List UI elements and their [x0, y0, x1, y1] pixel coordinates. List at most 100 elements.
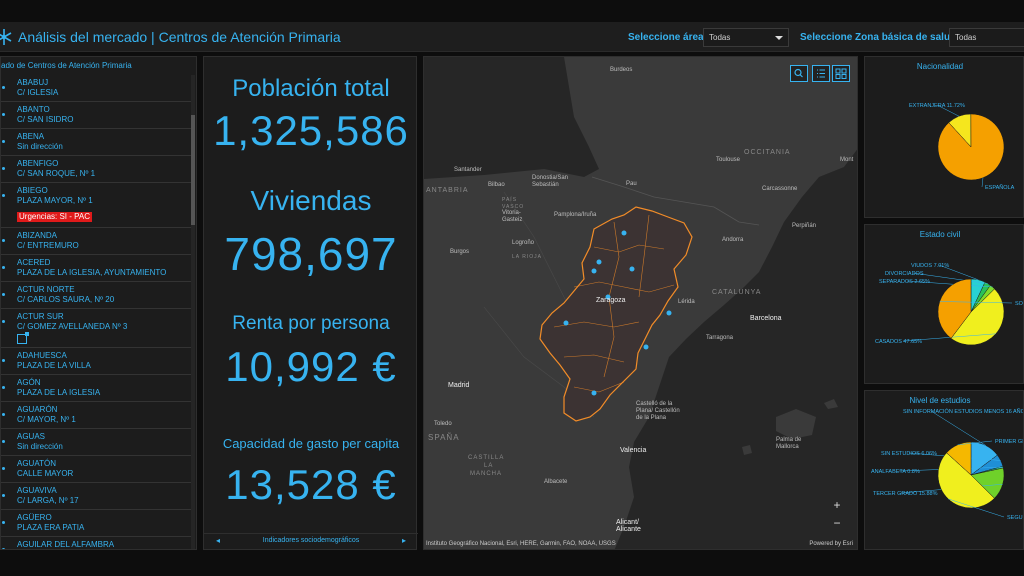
map-label-castellon: Castelló de la Plana/ Castellón de la Pl… — [636, 401, 680, 421]
centro-name: AGUARÓN — [17, 405, 58, 414]
bullet-icon — [2, 293, 5, 296]
map-label-carcassonne: Carcassonne — [762, 186, 798, 192]
header-bar: Análisis del mercado | Centros de Atenci… — [0, 22, 1024, 52]
list-item[interactable]: AGUATÓN CALLE MAYOR — [1, 456, 192, 483]
area-select-value: Todas — [709, 33, 731, 42]
centro-name: ABIEGO — [17, 186, 48, 195]
list-item[interactable]: AGÜERO PLAZA ERA PATIA — [1, 510, 192, 537]
next-page-icon[interactable]: ▸ — [401, 536, 406, 545]
map-label-lleida: Lérida — [678, 299, 695, 305]
list-item[interactable]: ABENA Sin dirección — [1, 129, 192, 156]
list-item[interactable]: ABIZANDA C/ ENTREMURO — [1, 228, 192, 255]
centro-name: ACTUR NORTE — [17, 285, 75, 294]
map-label-la: LA — [484, 463, 494, 469]
centro-name: ADAHUESCA — [17, 351, 67, 360]
map-label-tarragona: Tarragona — [706, 335, 734, 341]
centro-address: C/ ENTREMURO — [17, 241, 79, 250]
pie-slice-label: ESPAÑOLA — [985, 184, 1015, 191]
powered-by-esri[interactable]: Powered by Esri — [809, 541, 853, 547]
renta-label: Renta por persona — [232, 313, 390, 334]
urgencias-badge: Urgencias: SI - PAC — [17, 212, 92, 222]
bullet-icon — [2, 320, 5, 323]
centro-address: CALLE MAYOR — [17, 469, 74, 478]
map-basemap-button[interactable] — [832, 65, 850, 82]
viviendas-label: Viviendas — [250, 185, 372, 216]
pie-label-leader — [912, 272, 988, 284]
list-item[interactable]: ABENFIGO C/ SAN ROQUE, Nº 1 — [1, 156, 192, 183]
nivel-estudios-chart-card: Nivel de estudios SIN INFORMACIÓN ESTUDI… — [864, 390, 1024, 550]
map-view[interactable]: Burdeos OCCITANIA Toulouse Mont Santande… — [423, 56, 858, 550]
centro-name: ABABUJ — [17, 78, 49, 87]
centro-address: C/ SAN ISIDRO — [17, 115, 74, 124]
map-label-bilbao: Bilbao — [488, 182, 505, 188]
map-label-toledo: Toledo — [434, 421, 452, 427]
pie-slice[interactable] — [937, 452, 995, 509]
map-label-perpinan: Perpiñán — [792, 223, 817, 229]
centro-name: ABENFIGO — [17, 159, 59, 168]
list-item[interactable]: ACERED PLAZA DE LA IGLESIA, AYUNTAMIENTO — [1, 255, 192, 282]
pie-slice[interactable] — [937, 278, 972, 339]
app-title: Análisis del mercado | Centros de Atenci… — [18, 29, 341, 45]
app-logo-icon — [0, 29, 12, 45]
map-label-mancha: MANCHA — [470, 471, 503, 477]
bullet-icon — [2, 521, 5, 524]
list-item[interactable]: ACTUR SUR C/ GOMEZ AVELLANEDA Nº 3 — [1, 309, 192, 348]
centro-address: PLAZA DE LA IGLESIA — [17, 388, 101, 397]
pie-label-leader — [981, 177, 984, 188]
indicators-footer-label: Indicadores sociodemográficos — [262, 537, 360, 544]
gasto-value: 13,528 € — [225, 461, 397, 508]
bullet-icon — [2, 167, 5, 170]
centro-address: C/ CARLOS SAURA, Nº 20 — [17, 295, 115, 304]
list-item[interactable]: ABABUJ C/ IGLESIA — [1, 75, 192, 102]
centro-address: Sin dirección — [17, 142, 63, 151]
zoom-out-button[interactable]: − — [833, 516, 841, 530]
bullet-icon — [2, 113, 5, 116]
list-item[interactable]: AGUAVIVA C/ LARGA, Nº 17 — [1, 483, 192, 510]
list-item[interactable]: AGUARÓN C/ MAYOR, Nº 1 — [1, 402, 192, 429]
pie-slice-label: DIVORCIADOS — [885, 271, 924, 277]
document-icon[interactable] — [17, 332, 29, 344]
pie-slice-label: SIN ESTUDIOS 6.06% — [881, 451, 937, 457]
list-item[interactable]: ABANTO C/ SAN ISIDRO — [1, 102, 192, 129]
bullet-icon — [2, 239, 5, 242]
map-label-cantabria: ANTABRIA — [426, 187, 469, 194]
gasto-label: Capacidad de gasto per capita — [222, 436, 400, 451]
map-label-montpellier: Mont — [840, 157, 854, 163]
list-item[interactable]: AGUAS Sin dirección — [1, 429, 192, 456]
map-search-button[interactable] — [790, 65, 808, 82]
list-item[interactable]: ACTUR NORTE C/ CARLOS SAURA, Nº 20 — [1, 282, 192, 309]
map-label-burgos: Burgos — [450, 249, 470, 255]
pie-slice-label: ANALFABETA 0.8% — [871, 469, 920, 475]
nacionalidad-chart-card: Nacionalidad EXTRANJERA 11.72% ESPAÑOLA — [864, 56, 1024, 218]
list-scrollbar[interactable] — [191, 75, 195, 549]
viviendas-value: 798,697 — [224, 228, 398, 280]
map-label-vitoria: Vitoria-Gasteiz — [502, 210, 523, 223]
bullet-icon — [2, 386, 5, 389]
list-item[interactable]: AGÓN PLAZA DE LA IGLESIA — [1, 375, 192, 402]
list-item[interactable]: ADAHUESCA PLAZA DE LA VILLA — [1, 348, 192, 375]
pie-label-leader — [957, 440, 993, 446]
poblacion-value: 1,325,586 — [213, 107, 409, 154]
prev-page-icon[interactable]: ◂ — [216, 536, 221, 545]
zona-select[interactable]: Todas — [949, 28, 1024, 47]
map-label-palma: Palma de Mallorca — [776, 437, 802, 450]
bullet-icon — [2, 86, 5, 89]
list-item[interactable]: ABIEGO PLAZA MAYOR, Nº 1 Urgencias: SI - P… — [1, 183, 192, 228]
pie-slice-label: TERCER GRADO 15.88% — [873, 491, 938, 497]
pie-label-leader — [948, 498, 1005, 518]
map-legend-button[interactable] — [812, 65, 830, 82]
list-scrollbar-thumb[interactable] — [191, 115, 195, 225]
pie-slice-label: SEGUNDO GRADO — [1007, 515, 1024, 521]
map-label-toulouse: Toulouse — [716, 157, 741, 163]
map-label-pau: Pau — [626, 181, 637, 187]
area-select[interactable]: Todas — [703, 28, 789, 47]
basemap-gallery-icon — [835, 68, 847, 79]
bullet-icon — [2, 548, 5, 549]
search-icon — [794, 68, 803, 78]
zoom-in-button[interactable]: + — [833, 498, 841, 512]
list-item[interactable]: AGUILAR DEL ALFAMBRAPLAZA DIPUTACION — [1, 537, 192, 549]
pie-slice-label: VIUDOS 7.01% — [911, 263, 949, 269]
pie-slice[interactable] — [937, 113, 1005, 181]
centro-address: PLAZA ERA PATIA — [17, 523, 85, 532]
